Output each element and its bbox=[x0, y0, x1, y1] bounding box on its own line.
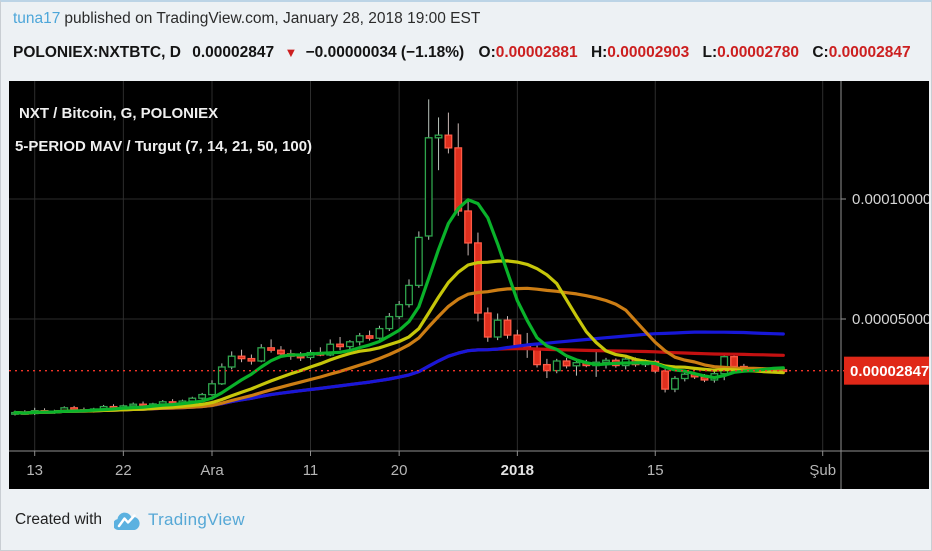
symbol-legend: NXT / Bitcoin, G, POLONIEX bbox=[19, 105, 219, 122]
svg-text:13: 13 bbox=[26, 462, 43, 479]
svg-text:22: 22 bbox=[115, 462, 132, 479]
attribution-text: published on TradingView.com, January 28… bbox=[64, 10, 481, 27]
svg-text:0.00002847: 0.00002847 bbox=[850, 363, 929, 380]
low-value: L:0.00002780 bbox=[702, 44, 800, 61]
svg-text:11: 11 bbox=[303, 462, 319, 479]
svg-text:0.00010000: 0.00010000 bbox=[852, 191, 929, 208]
svg-text:Ara: Ara bbox=[200, 462, 224, 479]
close-value: C:0.00002847 bbox=[812, 44, 911, 61]
tradingview-brand-link[interactable]: TradingView bbox=[148, 510, 245, 529]
svg-text:0.00005000: 0.00005000 bbox=[852, 311, 929, 328]
author-link[interactable]: tuna17 bbox=[13, 10, 61, 27]
open-value: O:0.00002881 bbox=[478, 44, 578, 61]
footer-bar: Created with TradingView bbox=[15, 503, 245, 537]
svg-text:2018: 2018 bbox=[501, 462, 534, 479]
change-value: −0.00000034 (−1.18%) bbox=[305, 44, 465, 61]
svg-text:15: 15 bbox=[647, 462, 664, 479]
ticker-bar: POLONIEX:NXTBTC, D 0.00002847 ▼ −0.00000… bbox=[13, 44, 920, 62]
last-price: 0.00002847 bbox=[192, 44, 275, 61]
price-chart: 13 22 Ara 11 20 2018 15 Şub 0.00002847 0.00010000… bbox=[9, 81, 929, 489]
tradingview-logo-icon bbox=[114, 510, 140, 531]
high-value: H:0.00002903 bbox=[590, 44, 690, 61]
symbol-label: POLONIEX:NXTBTC, D bbox=[13, 44, 181, 61]
attribution-bar: tuna17 published on TradingView.com, Janu… bbox=[13, 10, 480, 28]
svg-text:20: 20 bbox=[391, 462, 408, 479]
chart-canvas: 13 22 Ara 11 20 2018 15 Şub 0.00002847 0.00010000… bbox=[9, 81, 929, 489]
svg-text:Şub: Şub bbox=[809, 462, 836, 479]
indicator-legend: 5-PERIOD MAV / Turgut (7, 14, 21, 50, 10… bbox=[15, 138, 313, 155]
created-with-label: Created with bbox=[15, 511, 103, 528]
down-triangle-icon: ▼ bbox=[284, 45, 298, 60]
